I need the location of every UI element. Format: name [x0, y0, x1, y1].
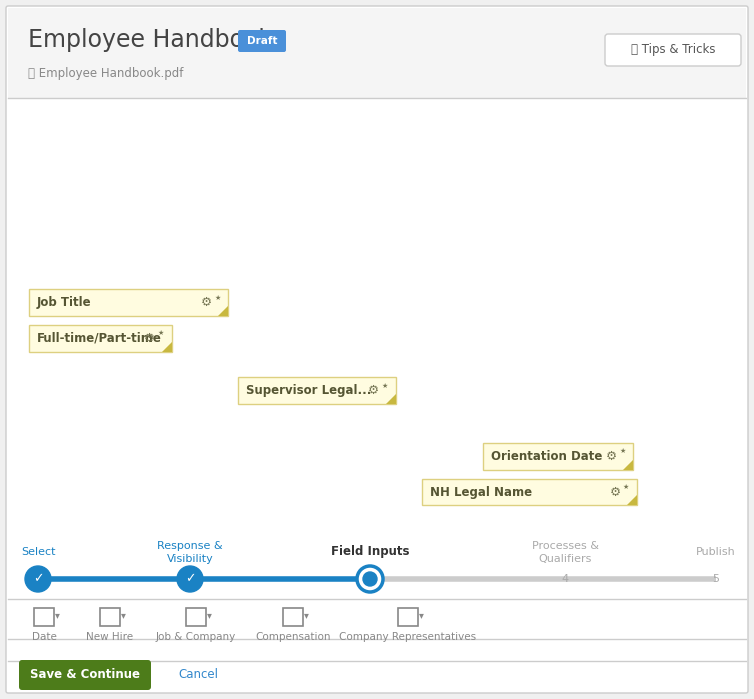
Text: ▾: ▾ — [418, 610, 424, 620]
Text: 5: 5 — [713, 574, 719, 584]
Text: ✓: ✓ — [185, 572, 195, 586]
FancyBboxPatch shape — [238, 377, 396, 404]
Text: ⚙: ⚙ — [368, 384, 379, 397]
Circle shape — [363, 572, 377, 586]
Text: ✓: ✓ — [32, 572, 43, 586]
Text: Cancel: Cancel — [178, 668, 218, 682]
FancyBboxPatch shape — [29, 289, 228, 316]
Text: Job Title: Job Title — [37, 296, 91, 309]
Text: ★: ★ — [623, 484, 630, 490]
Text: Processes &: Processes & — [532, 541, 599, 551]
Text: ⚙: ⚙ — [605, 450, 617, 463]
Text: Job & Company: Job & Company — [156, 632, 236, 642]
Text: 💡 Tips & Tricks: 💡 Tips & Tricks — [631, 43, 716, 57]
Text: Publish: Publish — [696, 547, 736, 557]
Text: Response &: Response & — [157, 541, 223, 551]
Text: Company Representatives: Company Representatives — [339, 632, 477, 642]
Text: ▾: ▾ — [54, 610, 60, 620]
FancyBboxPatch shape — [422, 479, 637, 505]
Text: 4: 4 — [562, 574, 569, 584]
Text: ▾: ▾ — [207, 610, 211, 620]
FancyBboxPatch shape — [19, 660, 151, 690]
Text: Full-time/Part-time: Full-time/Part-time — [37, 332, 161, 345]
Text: 📄 Employee Handbook.pdf: 📄 Employee Handbook.pdf — [28, 68, 183, 80]
FancyBboxPatch shape — [29, 325, 172, 352]
Text: ★: ★ — [158, 331, 164, 336]
Polygon shape — [386, 394, 396, 404]
Text: Visibility: Visibility — [167, 554, 213, 564]
Text: Qualifiers: Qualifiers — [538, 554, 592, 564]
Text: ▾: ▾ — [304, 610, 308, 620]
Circle shape — [357, 566, 383, 592]
FancyBboxPatch shape — [6, 6, 748, 693]
Circle shape — [25, 566, 51, 592]
Polygon shape — [624, 460, 633, 470]
Polygon shape — [162, 342, 172, 352]
Text: NH Legal Name: NH Legal Name — [431, 486, 532, 498]
Text: ⚙: ⚙ — [144, 332, 155, 345]
Text: Supervisor Legal...: Supervisor Legal... — [246, 384, 371, 397]
Text: Employee Handbook: Employee Handbook — [28, 28, 272, 52]
Text: Orientation Date: Orientation Date — [491, 450, 602, 463]
Text: Draft: Draft — [247, 36, 277, 46]
Text: ⚙: ⚙ — [201, 296, 212, 309]
Text: Compensation: Compensation — [256, 632, 331, 642]
Text: ▾: ▾ — [121, 610, 125, 620]
Polygon shape — [627, 496, 637, 505]
Text: Save & Continue: Save & Continue — [30, 668, 140, 682]
FancyBboxPatch shape — [605, 34, 741, 66]
FancyBboxPatch shape — [238, 30, 286, 52]
Text: ★: ★ — [619, 449, 626, 454]
FancyBboxPatch shape — [8, 8, 746, 98]
Polygon shape — [219, 306, 228, 316]
Text: ★: ★ — [382, 383, 388, 389]
Text: ⚙: ⚙ — [609, 486, 621, 498]
Text: ★: ★ — [214, 295, 221, 301]
FancyBboxPatch shape — [483, 443, 633, 470]
Text: New Hire: New Hire — [87, 632, 133, 642]
Text: Select: Select — [21, 547, 55, 557]
Circle shape — [177, 566, 203, 592]
Text: Date: Date — [32, 632, 57, 642]
Text: Field Inputs: Field Inputs — [331, 545, 409, 559]
